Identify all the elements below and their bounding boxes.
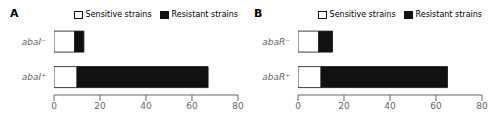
svg-text:0: 0 (51, 101, 57, 111)
svg-text:abaI⁻: abaI⁻ (22, 37, 46, 47)
svg-text:80: 80 (232, 101, 244, 111)
svg-text:60: 60 (186, 101, 198, 111)
html-text:Resistant strains: Resistant strains (415, 10, 482, 19)
svg-text:20: 20 (94, 101, 106, 111)
svg-text:40: 40 (140, 101, 152, 111)
html-text:B: B (254, 7, 263, 20)
html-text:Sensitive strains: Sensitive strains (329, 10, 396, 19)
svg-text:0: 0 (295, 101, 301, 111)
svg-text:60: 60 (430, 101, 442, 111)
html-text:Resistant strains: Resistant strains (171, 10, 238, 19)
svg-text:20: 20 (338, 101, 350, 111)
svg-text:abaR⁺: abaR⁺ (262, 72, 290, 82)
svg-text:abaR⁻: abaR⁻ (262, 37, 290, 47)
html-text:Sensitive strains: Sensitive strains (85, 10, 152, 19)
svg-text:abaI⁺: abaI⁺ (22, 72, 46, 82)
svg-text:40: 40 (384, 101, 396, 111)
html-text:A: A (10, 7, 19, 20)
svg-text:80: 80 (476, 101, 488, 111)
